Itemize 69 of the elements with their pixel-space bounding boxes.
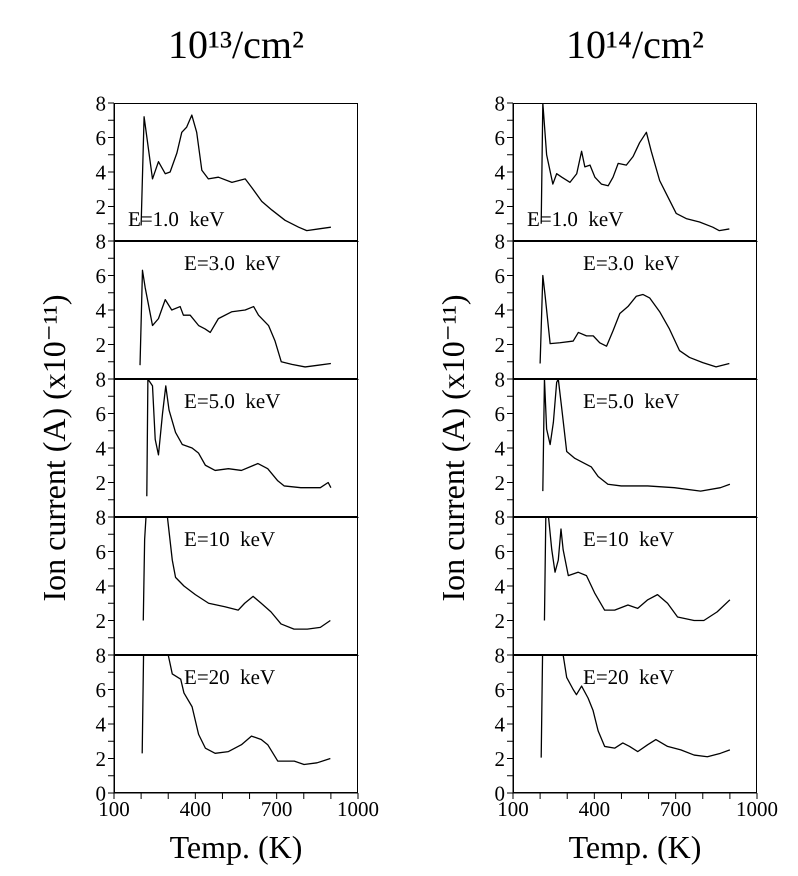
annotation: E=5.0 keV [583, 389, 680, 414]
x-axis-title: Temp. (K) [568, 829, 702, 866]
y-tick-label: 8 [96, 91, 106, 116]
annotation: E=20 keV [184, 665, 276, 690]
y-tick-label: 2 [494, 332, 505, 357]
y-tick-label: 4 [96, 298, 106, 322]
annotation: E=3.0 keV [184, 251, 280, 276]
x-tick-label: 1000 [736, 796, 778, 821]
y-tick-label: 2 [494, 608, 505, 633]
x-tick-label: 400 [180, 796, 212, 821]
y-tick-label: 8 [96, 367, 106, 392]
chart-title: 10¹³/cm² [167, 21, 305, 68]
y-tick-label: 8 [494, 229, 505, 254]
y-tick-label: 2 [96, 194, 106, 219]
x-axis-title: Temp. (K) [168, 829, 304, 866]
y-tick-label: 6 [494, 678, 505, 702]
y-tick-label: 6 [96, 264, 106, 288]
x-tick-label: 700 [660, 796, 692, 821]
y-tick-label: 6 [494, 264, 505, 288]
y-tick-label: 2 [494, 746, 505, 771]
line-series [146, 379, 332, 497]
annotation: E=1.0 keV [527, 207, 624, 232]
x-tick-label: 400 [578, 796, 610, 821]
line-series [139, 270, 332, 368]
y-tick-label: 4 [494, 712, 506, 736]
y-tick-label: 2 [494, 194, 505, 219]
y-tick-label: 6 [96, 540, 106, 564]
y-tick-label: 4 [494, 160, 506, 184]
line-series [540, 655, 731, 758]
line-series [539, 274, 730, 368]
annotation: E=10 keV [184, 527, 276, 552]
y-tick-label: 2 [96, 746, 106, 771]
y-tick-label: 2 [494, 470, 505, 495]
line-series [544, 517, 731, 622]
y-tick-label: 8 [96, 229, 106, 254]
line-series [142, 517, 331, 630]
y-tick-label: 4 [494, 574, 506, 598]
y-tick-label: 6 [96, 678, 106, 702]
y-tick-label: 8 [494, 643, 505, 668]
y-tick-label: 8 [494, 505, 505, 530]
x-tick-label: 1000 [337, 796, 379, 821]
y-tick-label: 4 [96, 574, 106, 598]
y-tick-label: 6 [96, 402, 106, 426]
y-tick-label: 2 [96, 332, 106, 357]
y-tick-label: 6 [494, 402, 505, 426]
y-tick-label: 4 [96, 160, 106, 184]
annotation: E=10 keV [583, 527, 674, 552]
chart-title: 10¹⁴/cm² [565, 21, 705, 68]
y-tick-label: 8 [494, 91, 505, 116]
y-tick-label: 4 [96, 436, 106, 460]
y-tick-label: 8 [494, 367, 505, 392]
y-tick-label: 8 [96, 643, 106, 668]
y-axis-title: Ion current (A) (x10⁻¹¹) [434, 294, 472, 602]
line-series [142, 655, 331, 766]
y-tick-label: 4 [494, 436, 506, 460]
x-tick-label: 700 [260, 796, 292, 821]
annotation: E=5.0 keV [184, 389, 280, 414]
y-tick-label: 6 [96, 126, 106, 150]
annotation: E=20 keV [583, 665, 674, 690]
y-tick-label: 4 [96, 712, 106, 736]
y-tick-label: 6 [494, 126, 505, 150]
y-tick-label: 4 [494, 298, 506, 322]
annotation: E=3.0 keV [583, 251, 680, 276]
y-tick-label: 2 [96, 470, 106, 495]
line-series [542, 379, 731, 492]
y-tick-label: 8 [96, 505, 106, 530]
y-tick-label: 2 [96, 608, 106, 633]
y-tick-label: 6 [494, 540, 505, 564]
y-axis-title: Ion current (A) (x10⁻¹¹) [35, 294, 73, 602]
